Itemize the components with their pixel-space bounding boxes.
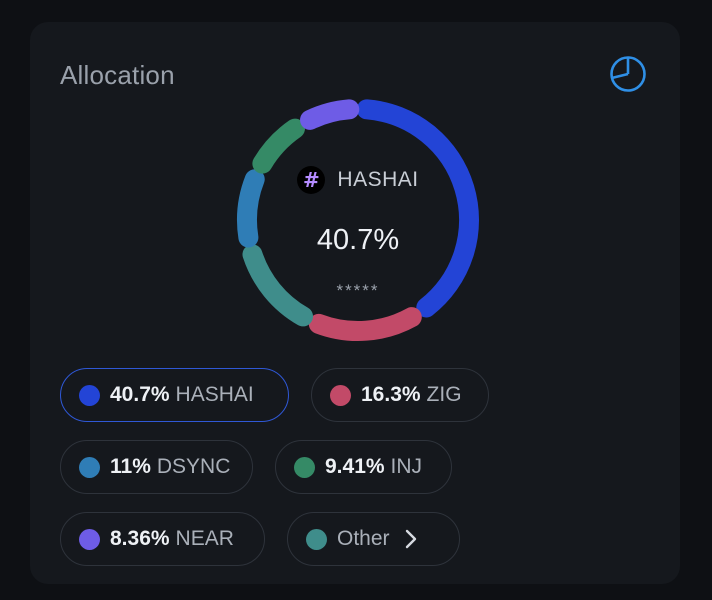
hash-token-icon: # — [297, 166, 326, 194]
legend-dot — [79, 456, 100, 478]
donut-segment-hashai[interactable] — [356, 99, 479, 318]
pie-chart-toggle-button[interactable] — [606, 52, 650, 96]
legend-dot — [79, 384, 100, 406]
donut-segment-near[interactable] — [300, 99, 360, 130]
legend-chip-inj[interactable]: 9.41% INJ — [275, 440, 452, 494]
legend-dot — [79, 528, 100, 550]
donut-segment-inj[interactable] — [252, 118, 305, 174]
token-glyph: # — [303, 168, 320, 192]
card-title: Allocation — [60, 60, 175, 90]
legend-chip-hashai[interactable]: 40.7% HASHAI — [60, 368, 289, 422]
legend-percent: 11% — [110, 455, 151, 478]
center-masked-value: ***** — [336, 281, 380, 300]
legend-percent: 8.36% — [110, 527, 170, 550]
center-token-row: # HASHAI — [226, 166, 490, 194]
legend-name: ZIG — [426, 383, 462, 406]
center-percent: 40.7% — [316, 224, 400, 256]
legend-chip-other[interactable]: Other — [287, 512, 460, 566]
donut-segment-zig[interactable] — [308, 307, 422, 341]
allocation-card: Allocation # HASHAI 40.7% ***** 40.7% — [30, 22, 680, 584]
legend-name: DSYNC — [156, 455, 231, 478]
donut-chart-svg — [237, 99, 479, 341]
chevron-right-icon — [404, 528, 418, 550]
legend-name: Other — [337, 527, 390, 550]
legend-dot — [330, 384, 351, 406]
legend-percent: 16.3% — [361, 383, 421, 406]
donut-segment-dsync[interactable] — [237, 169, 265, 248]
legend-name: NEAR — [175, 527, 234, 550]
donut-chart: # HASHAI 40.7% ***** — [226, 88, 490, 352]
legend-name: HASHAI — [175, 383, 254, 406]
donut-segment-other[interactable] — [242, 244, 314, 327]
legend-chip-zig[interactable]: 16.3% ZIG — [311, 368, 489, 422]
legend-dot — [294, 456, 315, 478]
center-token-name: HASHAI — [337, 168, 419, 191]
legend-name: INJ — [390, 455, 423, 478]
legend-percent: 40.7% — [110, 383, 170, 406]
legend-percent: 9.41% — [325, 455, 385, 478]
legend-dot — [306, 528, 327, 550]
pie-chart-icon — [610, 56, 646, 92]
legend-chip-dsync[interactable]: 11% DSYNC — [60, 440, 253, 494]
legend-chip-near[interactable]: 8.36% NEAR — [60, 512, 265, 566]
